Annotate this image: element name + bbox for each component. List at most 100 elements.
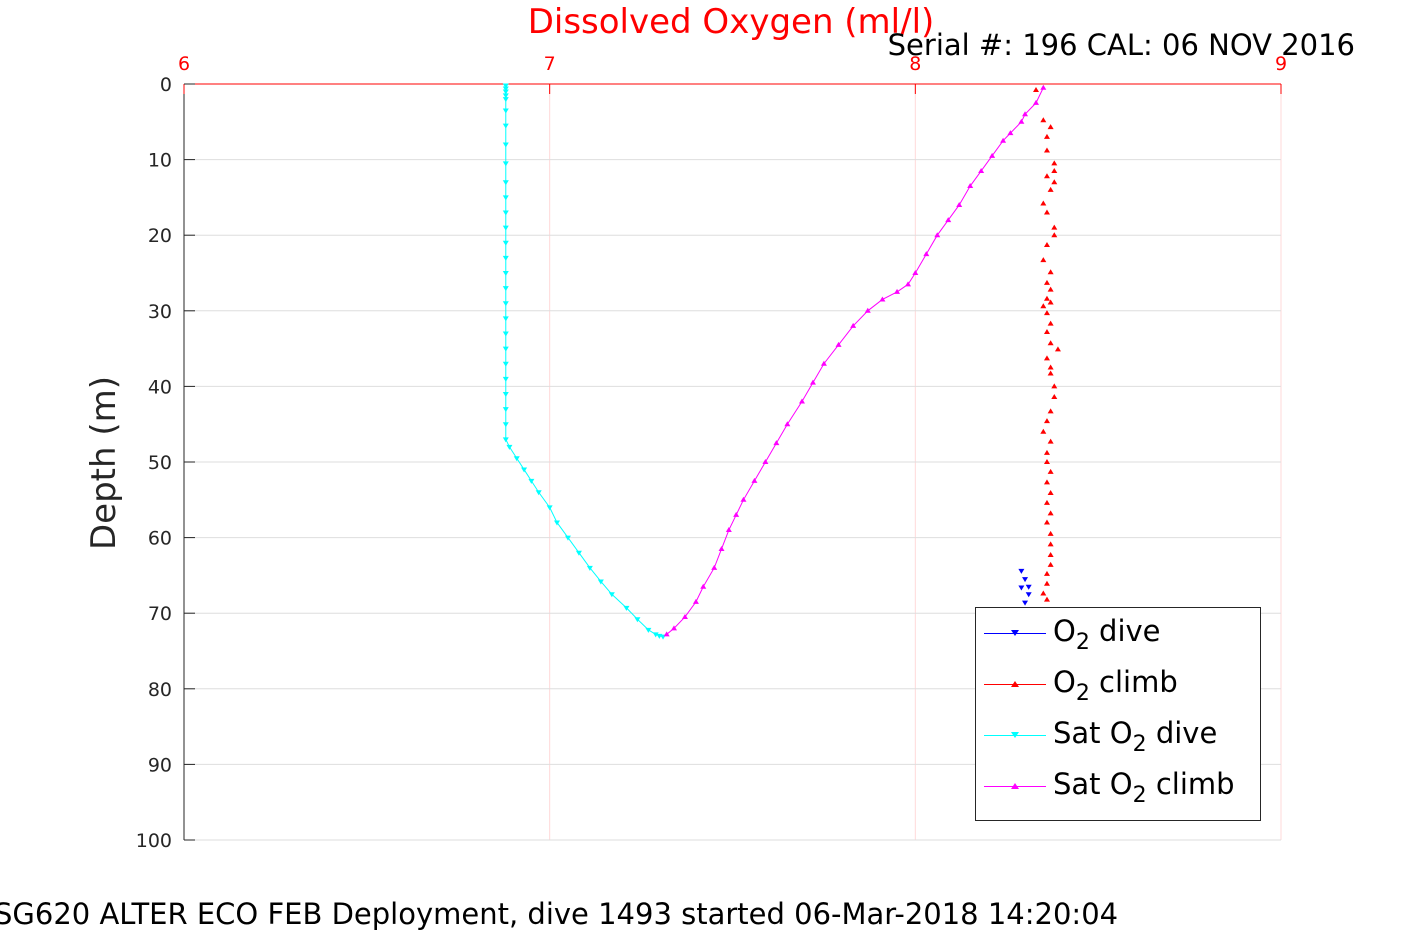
data-point xyxy=(1043,310,1050,316)
x-tick-label: 6 xyxy=(178,53,190,75)
series-layer xyxy=(502,83,1061,640)
data-point xyxy=(502,376,509,382)
data-point xyxy=(1047,186,1054,192)
data-point xyxy=(1051,393,1058,399)
series-2 xyxy=(502,83,667,640)
data-point xyxy=(1043,328,1050,334)
data-point xyxy=(1043,570,1050,576)
data-point xyxy=(1018,585,1025,591)
data-point xyxy=(820,360,827,366)
data-point xyxy=(1051,224,1058,230)
data-point xyxy=(528,478,535,484)
data-point xyxy=(1047,340,1054,346)
data-point xyxy=(934,232,941,238)
y-tick-label: 0 xyxy=(160,74,172,96)
data-point xyxy=(1043,596,1050,602)
data-point xyxy=(1043,295,1050,301)
data-point xyxy=(1043,449,1050,455)
data-point xyxy=(1040,84,1047,90)
data-point xyxy=(597,579,604,585)
data-point xyxy=(1043,499,1050,505)
data-point xyxy=(663,631,670,637)
data-point xyxy=(1000,137,1007,143)
data-point xyxy=(864,307,871,313)
data-point xyxy=(784,421,791,427)
data-point xyxy=(905,281,912,287)
y-axis-label: Depth (m) xyxy=(84,375,124,551)
data-point xyxy=(1043,147,1050,153)
data-point xyxy=(956,201,963,207)
y-tick-label: 100 xyxy=(136,830,172,852)
data-point xyxy=(835,341,842,347)
data-point xyxy=(1047,124,1054,130)
legend-label-o2-climb-base: O xyxy=(1053,665,1076,699)
series-0 xyxy=(1018,568,1032,606)
data-point xyxy=(502,240,509,246)
data-point xyxy=(564,535,571,541)
data-point xyxy=(1051,383,1058,389)
data-point xyxy=(1040,303,1047,309)
x-tick-label: 7 xyxy=(544,53,556,75)
data-point xyxy=(989,152,996,158)
data-point xyxy=(762,459,769,464)
legend-label-o2-dive-sub: 2 xyxy=(1075,630,1090,655)
data-point xyxy=(1047,438,1054,444)
data-point xyxy=(502,225,509,231)
y-tick-label: 40 xyxy=(148,376,172,398)
data-point xyxy=(608,592,615,598)
legend-marker-sat-o2-climb xyxy=(1011,783,1019,789)
y-tick-label: 90 xyxy=(148,754,172,776)
data-point xyxy=(1033,99,1040,105)
data-point xyxy=(1047,364,1054,370)
data-point xyxy=(546,505,553,511)
data-point xyxy=(502,407,509,413)
legend: O2 dive O2 climb Sat O2 dive Sat O2 clim… xyxy=(975,607,1261,821)
data-point xyxy=(502,437,509,443)
data-point xyxy=(1043,133,1050,139)
data-point xyxy=(692,598,699,604)
legend-item-o2-climb: O2 climb xyxy=(976,659,1260,709)
data-point xyxy=(1040,117,1047,123)
x-tick-label: 9 xyxy=(1275,53,1287,75)
data-point xyxy=(740,496,747,502)
legend-label-o2-dive-tail: dive xyxy=(1089,614,1161,648)
data-point xyxy=(502,180,509,186)
data-point xyxy=(553,520,560,526)
data-point xyxy=(502,255,509,261)
legend-label-o2-climb-tail: climb xyxy=(1089,665,1178,699)
data-point xyxy=(1047,541,1054,547)
data-point xyxy=(502,83,509,89)
legend-item-o2-dive: O2 dive xyxy=(976,608,1260,658)
legend-label-sat-o2-climb-sub: 2 xyxy=(1132,783,1147,808)
y-ticks: 0 10 20 30 40 50 60 70 80 90 100 xyxy=(136,74,195,852)
data-point xyxy=(513,456,520,462)
data-point xyxy=(1054,346,1061,352)
legend-item-sat-o2-dive: Sat O2 dive xyxy=(976,710,1260,760)
data-point xyxy=(1043,173,1050,179)
data-point xyxy=(1047,489,1054,495)
data-point xyxy=(967,183,974,189)
data-point xyxy=(733,511,740,517)
data-point xyxy=(670,625,677,631)
data-point xyxy=(1047,561,1054,567)
data-point xyxy=(1051,167,1058,173)
data-point xyxy=(1018,568,1025,574)
data-point xyxy=(1047,408,1054,414)
data-point xyxy=(502,361,509,367)
data-point xyxy=(502,195,509,201)
data-point xyxy=(1047,468,1054,474)
data-point xyxy=(1025,592,1032,598)
data-point xyxy=(502,271,509,276)
series-line xyxy=(505,85,664,638)
data-point xyxy=(502,301,509,307)
data-point xyxy=(502,123,509,129)
data-point xyxy=(809,379,816,385)
data-point xyxy=(1043,242,1050,248)
data-point xyxy=(1047,370,1054,376)
data-point xyxy=(502,89,509,95)
data-point xyxy=(502,422,509,428)
data-point xyxy=(502,142,509,148)
legend-label-o2-dive-base: O xyxy=(1053,614,1076,648)
data-point xyxy=(681,613,688,619)
data-point xyxy=(1043,418,1050,424)
